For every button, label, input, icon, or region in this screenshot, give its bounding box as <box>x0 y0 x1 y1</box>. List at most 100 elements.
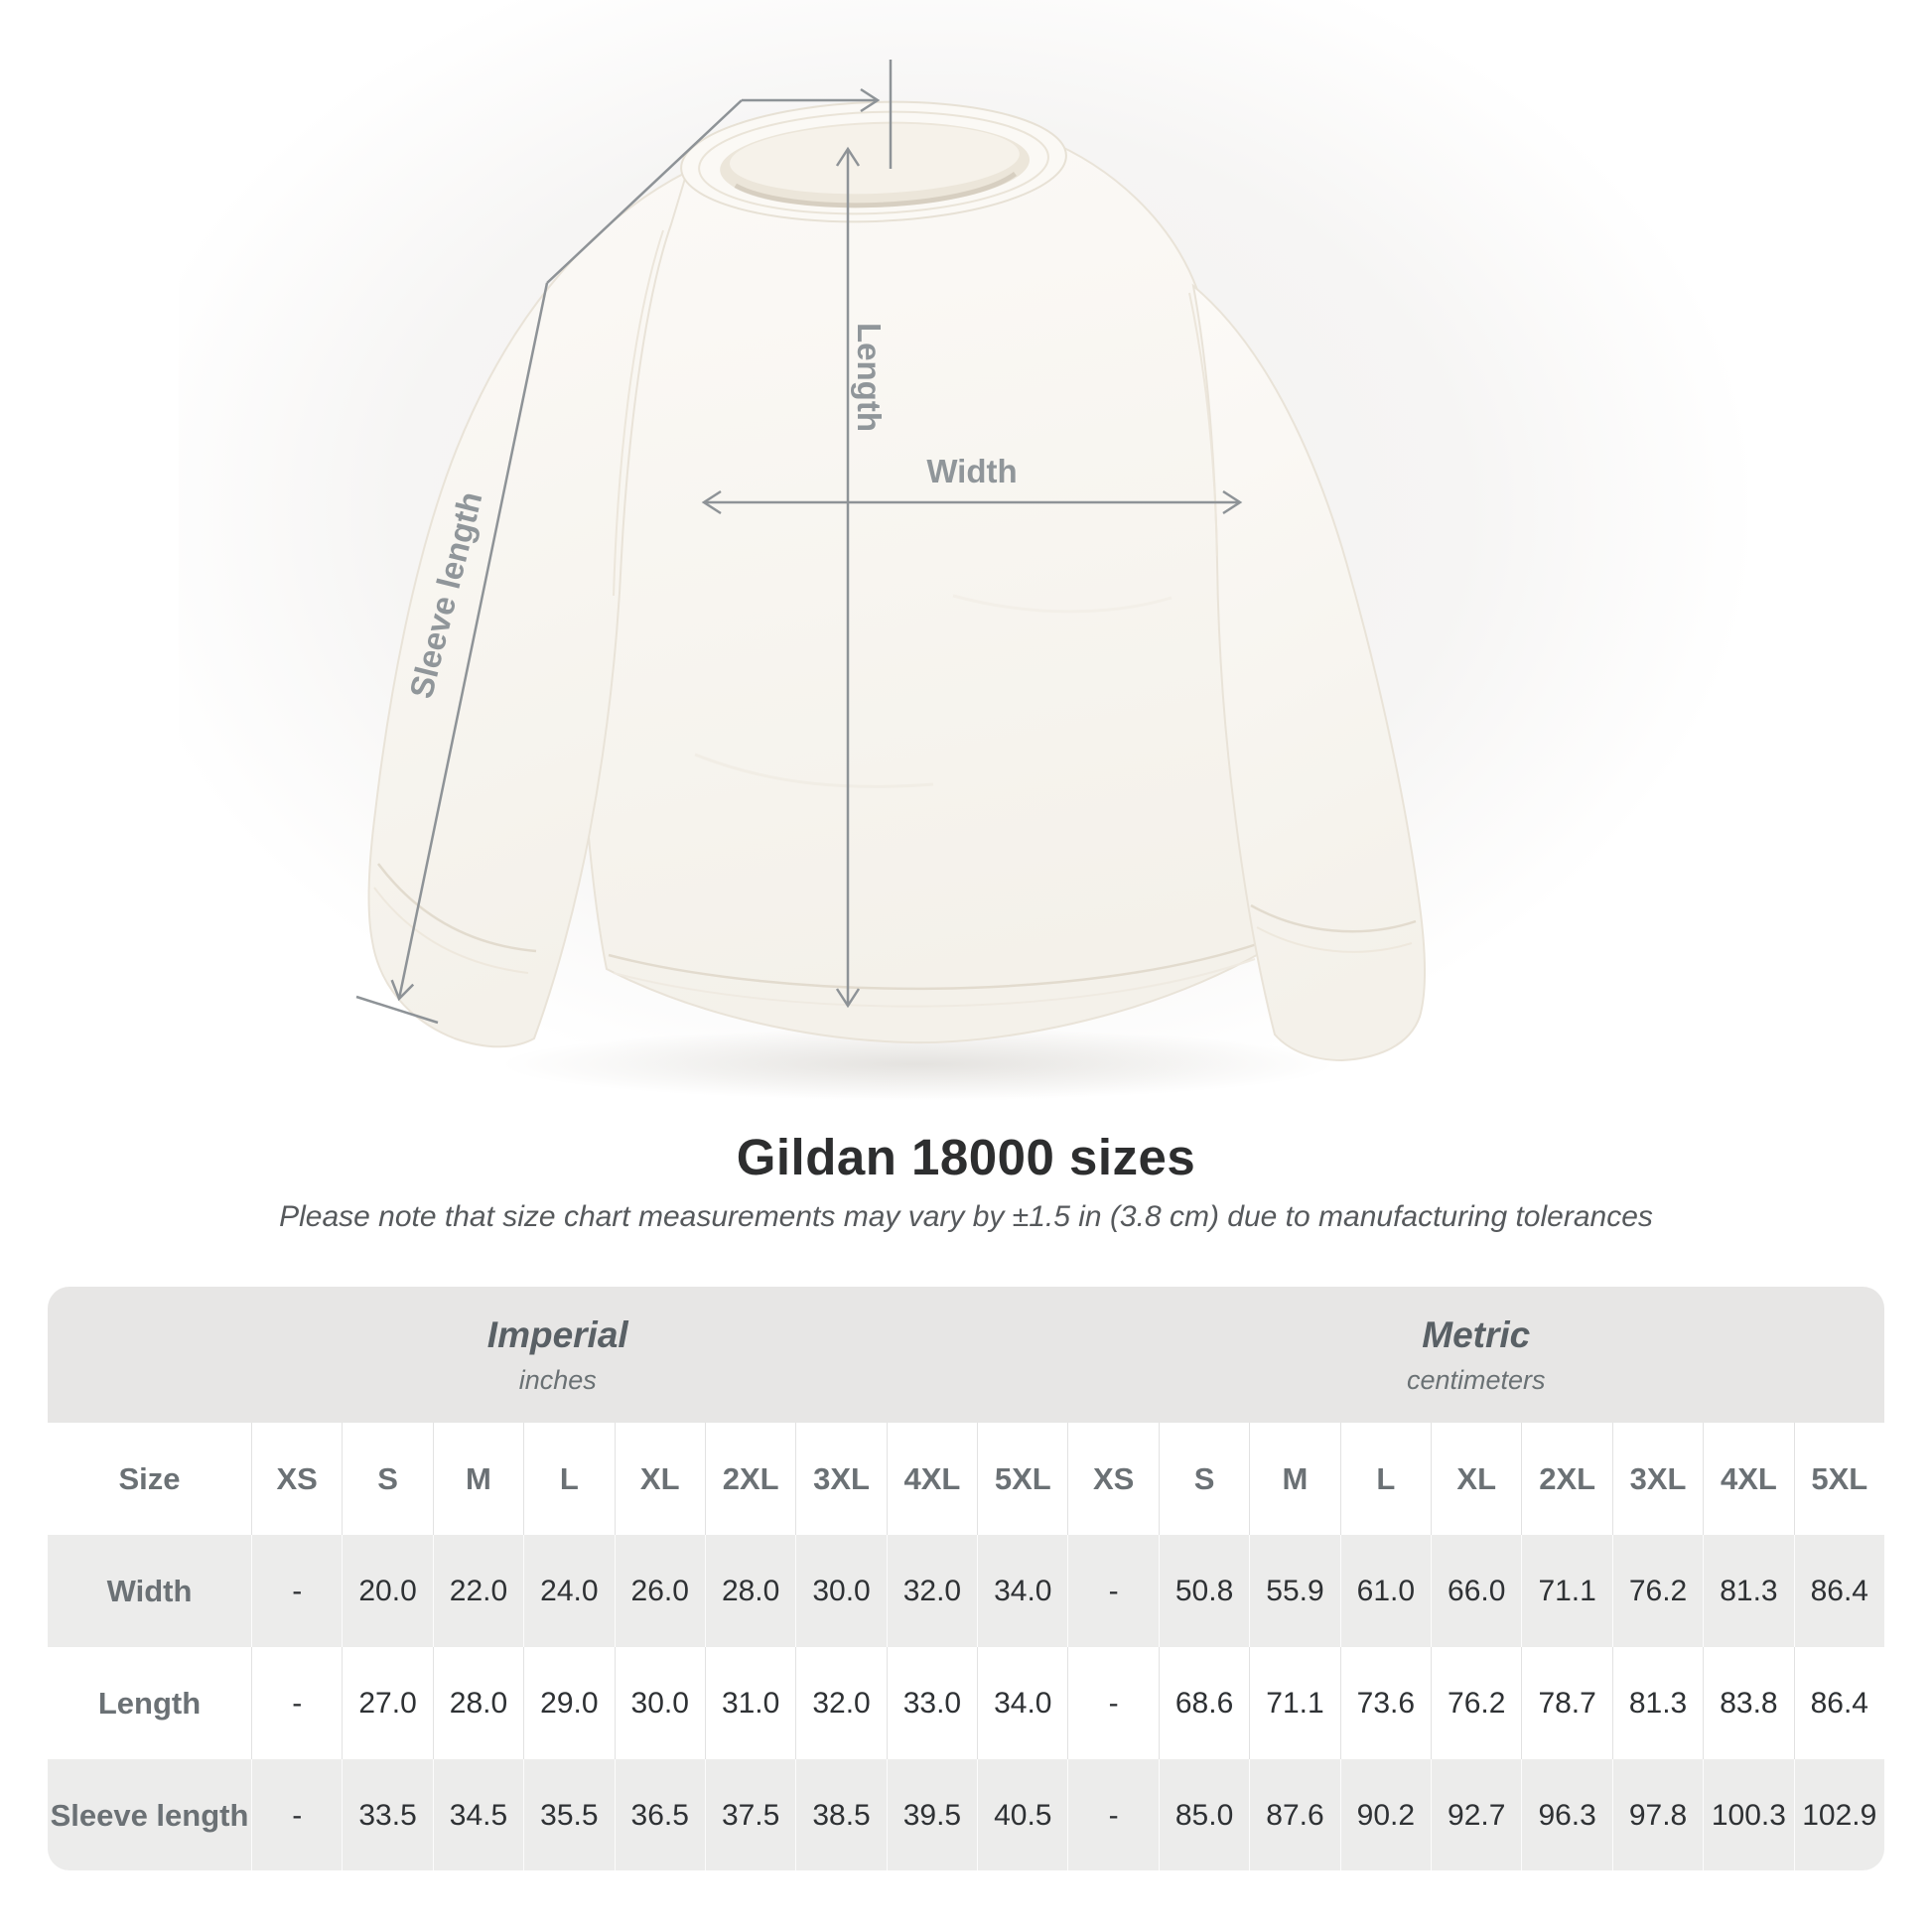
size-header: 5XL <box>977 1423 1067 1535</box>
width-measure-label: Width <box>926 453 1017 489</box>
size-header: 3XL <box>795 1423 886 1535</box>
left-sleeve <box>367 170 689 1048</box>
table-cell: 36.5 <box>614 1759 705 1870</box>
tolerance-note: Please note that size chart measurements… <box>279 1200 1653 1233</box>
table-cell: 31.0 <box>704 1647 795 1759</box>
table-cell: 32.0 <box>795 1647 886 1759</box>
table-cell: 97.8 <box>1611 1759 1703 1870</box>
table-cell: 76.2 <box>1611 1535 1703 1647</box>
left-cuff-seam <box>377 863 537 953</box>
table-cell: - <box>1067 1759 1158 1870</box>
table-cell: 87.6 <box>1249 1759 1339 1870</box>
wrinkle <box>694 753 934 788</box>
sleeve-line-shoulder <box>546 99 743 284</box>
table-cell: 85.0 <box>1158 1759 1249 1870</box>
size-header: 2XL <box>1521 1423 1611 1535</box>
length-row: Length - 27.0 28.0 29.0 30.0 31.0 32.0 3… <box>48 1647 1884 1759</box>
product-photo: Length Width Sleeve length <box>179 0 1747 1132</box>
size-table: Imperial inches Metric centimeters Size … <box>48 1287 1884 1870</box>
size-header: L <box>1339 1423 1431 1535</box>
size-header: 2XL <box>704 1423 795 1535</box>
size-header: M <box>1249 1423 1339 1535</box>
row-label: Width <box>106 1573 193 1608</box>
size-header: L <box>523 1423 614 1535</box>
table-cell: 26.0 <box>614 1535 705 1647</box>
right-cuff-seam <box>1250 903 1417 933</box>
size-header: S <box>342 1423 432 1535</box>
table-cell: 76.2 <box>1431 1647 1521 1759</box>
size-header: XL <box>614 1423 705 1535</box>
wrinkle <box>952 594 1173 614</box>
table-cell: 81.3 <box>1611 1647 1703 1759</box>
table-cell: 35.5 <box>523 1759 614 1870</box>
table-cell: 86.4 <box>1793 1535 1884 1647</box>
table-cell: 38.5 <box>795 1759 886 1870</box>
table-cell: 81.3 <box>1703 1535 1793 1647</box>
row-label: Length <box>97 1685 202 1721</box>
table-cell: 78.7 <box>1521 1647 1611 1759</box>
right-shoulder-seam <box>1188 292 1218 557</box>
table-cell: 27.0 <box>342 1647 432 1759</box>
size-header: M <box>432 1423 523 1535</box>
table-cell: 33.5 <box>342 1759 432 1870</box>
table-cell: 39.5 <box>886 1759 977 1870</box>
table-cell: 92.7 <box>1431 1759 1521 1870</box>
table-cell: 24.0 <box>523 1535 614 1647</box>
table-cell: 28.0 <box>432 1647 523 1759</box>
table-cell: 90.2 <box>1339 1759 1431 1870</box>
table-cell: 50.8 <box>1158 1535 1249 1647</box>
row-label: Sleeve length <box>50 1797 249 1833</box>
table-cell: 61.0 <box>1339 1535 1431 1647</box>
measurement-arrows <box>355 60 1243 1025</box>
table-cell: - <box>251 1759 342 1870</box>
size-header: 5XL <box>1793 1423 1884 1535</box>
size-header: S <box>1158 1423 1249 1535</box>
hem-seam <box>608 941 1261 991</box>
page-title: Gildan 18000 sizes <box>736 1129 1196 1185</box>
table-cell: 73.6 <box>1339 1647 1431 1759</box>
size-header: 3XL <box>1611 1423 1703 1535</box>
table-cell: 32.0 <box>886 1535 977 1647</box>
imperial-unit: inches <box>518 1364 597 1395</box>
table-cell: 34.0 <box>977 1647 1067 1759</box>
metric-unit: centimeters <box>1406 1364 1546 1395</box>
table-cell: 96.3 <box>1521 1759 1611 1870</box>
table-cell: 102.9 <box>1793 1759 1884 1870</box>
table-cell: 86.4 <box>1793 1647 1884 1759</box>
table-cell: - <box>251 1535 342 1647</box>
table-cell: 34.5 <box>432 1759 523 1870</box>
size-header: XS <box>251 1423 342 1535</box>
table-cell: 22.0 <box>432 1535 523 1647</box>
table-cell: - <box>251 1647 342 1759</box>
imperial-label: Imperial <box>486 1313 628 1355</box>
size-header: XL <box>1431 1423 1521 1535</box>
table-cell: 83.8 <box>1703 1647 1793 1759</box>
table-cell: 68.6 <box>1158 1647 1249 1759</box>
left-shoulder-seam <box>613 229 664 597</box>
metric-label: Metric <box>1422 1313 1531 1355</box>
size-corner-header: Size <box>118 1460 181 1496</box>
table-cell: 29.0 <box>523 1647 614 1759</box>
table-cell: 37.5 <box>704 1759 795 1870</box>
table-cell: - <box>1067 1535 1158 1647</box>
metric-group-header: Metric centimeters <box>1068 1287 1885 1423</box>
table-cell: 30.0 <box>795 1535 886 1647</box>
size-header: 4XL <box>886 1423 977 1535</box>
length-measure-label: Length <box>851 323 888 432</box>
table-cell: 100.3 <box>1703 1759 1793 1870</box>
sweatshirt-illustration: Length Width Sleeve length <box>179 0 1747 1132</box>
sweatshirt-body <box>572 111 1271 1044</box>
table-cell: 20.0 <box>342 1535 432 1647</box>
left-cuff-seam-2 <box>373 887 529 974</box>
table-cell: 30.0 <box>614 1647 705 1759</box>
table-cell: 28.0 <box>704 1535 795 1647</box>
table-cell: 33.0 <box>886 1647 977 1759</box>
unit-header-row: Imperial inches Metric centimeters <box>48 1287 1884 1423</box>
table-cell: 71.1 <box>1521 1535 1611 1647</box>
table-cell: 34.0 <box>977 1535 1067 1647</box>
width-row: Width - 20.0 22.0 24.0 26.0 28.0 30.0 32… <box>48 1535 1884 1647</box>
size-header-row: Size XS S M L XL 2XL 3XL 4XL 5XL XS S M … <box>48 1423 1884 1535</box>
hem-seam-2 <box>613 958 1256 1008</box>
sleeve-length-row: Sleeve length - 33.5 34.5 35.5 36.5 37.5… <box>48 1759 1884 1870</box>
